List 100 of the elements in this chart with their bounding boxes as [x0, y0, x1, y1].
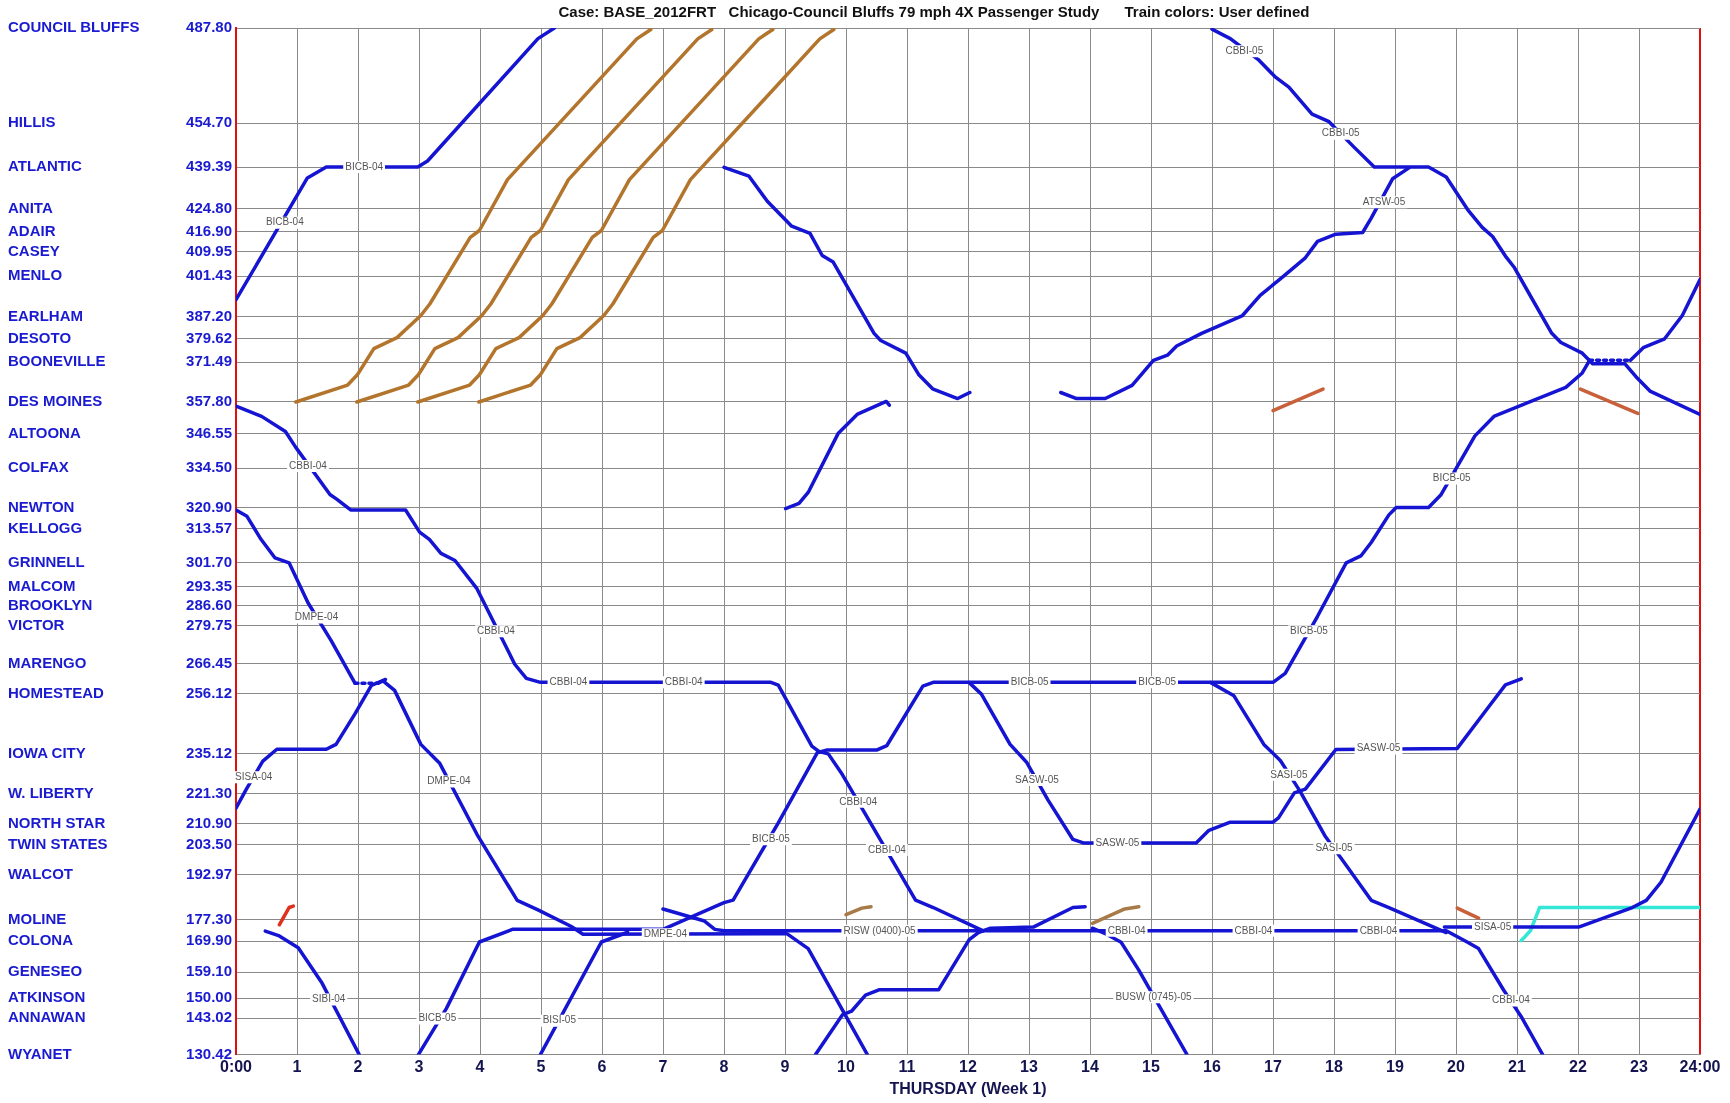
text: COUNCIL BLUFFS [8, 18, 140, 36]
annotation: BICB-05 [1138, 676, 1177, 688]
y-tick-label: 439.39 [186, 157, 232, 175]
text: COLONA [8, 931, 74, 949]
x-tick-label: 10 [837, 1057, 855, 1075]
annotation: BICB-05 [1010, 676, 1049, 688]
x-tick-label: 16 [1203, 1057, 1221, 1075]
y-tick-label: 203.50 [186, 834, 232, 852]
x-tick-label: 3 [414, 1057, 424, 1075]
x-tick-label: 18 [1325, 1057, 1343, 1075]
text: ANITA [8, 199, 53, 217]
y-tick-label: 313.57 [186, 518, 232, 536]
text: COLFAX [8, 458, 69, 476]
y-tick-label: 143.02 [186, 1008, 232, 1026]
text: NORTH STAR [8, 813, 106, 831]
y-tick-label: 210.90 [186, 813, 232, 831]
annotation: RISW (0400)-05 [843, 924, 917, 936]
y-tick-label: 159.10 [186, 962, 232, 980]
annotation: CBBI-04 [1107, 924, 1146, 936]
text: GRINNELL [8, 552, 85, 570]
annotation: SASW-05 [1015, 773, 1060, 785]
text: MENLO [8, 266, 63, 284]
x-tick-label: 21 [1508, 1057, 1526, 1075]
y-tick-label: 266.45 [186, 653, 232, 671]
y-tick-label: 177.30 [186, 910, 232, 928]
text: HOMESTEAD [8, 683, 104, 701]
x-tick-label: 6 [597, 1057, 607, 1075]
x-tick-label: 17 [1264, 1057, 1282, 1075]
text: BOONEVILLE [8, 352, 106, 370]
x-tick-label: 4 [475, 1057, 485, 1075]
y-tick-label: 286.60 [186, 596, 232, 614]
annotation: DMPE-04 [643, 928, 688, 939]
annotation: CBBI-04 [664, 676, 704, 688]
y-tick-label: 334.50 [186, 458, 232, 476]
annotation: BUSW (0745)-05 [1115, 990, 1192, 1002]
text: NEWTON [8, 497, 75, 515]
text: DES MOINES [8, 391, 103, 409]
y-tick-label: 221.30 [186, 783, 232, 801]
y-tick-label: 169.90 [186, 931, 232, 949]
annotation: SASW-05 [1356, 742, 1401, 754]
x-tick-label: 7 [658, 1057, 668, 1075]
text: VICTOR [8, 615, 65, 633]
y-tick-label: 192.97 [186, 865, 232, 883]
text: ATLANTIC [8, 157, 83, 175]
annotation: ATSW-05 [1362, 196, 1406, 208]
annotation: CBBI-05 [1225, 45, 1264, 57]
annotation: BICB-04 [345, 160, 384, 172]
annotation: BICB-05 [1432, 472, 1472, 484]
x-tick-label: 22 [1569, 1057, 1587, 1075]
text: GENESEO [8, 962, 83, 980]
y-tick-label: 256.12 [186, 683, 232, 701]
annotation: CBBI-04 [1234, 924, 1273, 936]
annotation: CBBI-04 [476, 624, 516, 636]
annotation: SIBI-04 [312, 993, 346, 1005]
text: W. LIBERTY [8, 783, 94, 801]
text: EARLHAM [8, 307, 83, 325]
y-tick-label: 379.62 [186, 328, 232, 346]
y-tick-label: 235.12 [186, 743, 232, 761]
text: MARENGO [8, 653, 87, 671]
text: ADAIR [8, 221, 56, 239]
text: MOLINE [8, 910, 67, 928]
y-tick-label: 279.75 [186, 615, 232, 633]
y-tick-label: 454.70 [186, 113, 232, 131]
x-axis-title: THURSDAY (Week 1) [889, 1079, 1047, 1097]
x-tick-label: 24:00 [1679, 1057, 1721, 1075]
y-tick-label: 320.90 [186, 497, 232, 515]
y-tick-label: 357.80 [186, 391, 232, 409]
text: IOWA CITY [8, 743, 86, 761]
annotation: BICB-05 [752, 832, 791, 844]
text: BROOKLYN [8, 596, 93, 614]
text: TWIN STATES [8, 834, 108, 852]
annotation: CBBI-04 [867, 843, 907, 855]
annotation: CBBI-04 [839, 795, 878, 807]
annotation: CBBI-04 [1492, 994, 1531, 1006]
y-tick-label: 424.80 [186, 199, 232, 217]
text: WALCOT [8, 865, 73, 883]
x-tick-label: 9 [780, 1057, 790, 1075]
x-tick-label: 13 [1020, 1057, 1038, 1075]
annotation: DMPE-04 [294, 611, 339, 623]
annotation: CBBI-05 [1321, 127, 1361, 139]
y-tick-label: 150.00 [186, 988, 232, 1006]
text: ALTOONA [8, 423, 81, 441]
text: WYANET [8, 1044, 72, 1062]
annotation: SISA-05 [1473, 920, 1512, 932]
x-tick-label: 5 [536, 1057, 546, 1075]
x-tick-label: 15 [1142, 1057, 1160, 1075]
y-tick-label: 487.80 [186, 18, 232, 36]
y-tick-label: 409.95 [186, 241, 232, 259]
annotation: CBBI-04 [549, 676, 588, 688]
y-tick-label: 301.70 [186, 552, 232, 570]
y-tick-label: 346.55 [186, 423, 232, 441]
y-tick-label: 387.20 [186, 307, 232, 325]
annotation: DMPE-04 [427, 775, 471, 787]
text: CASEY [8, 241, 60, 259]
text: DESOTO [8, 328, 72, 346]
y-tick-label: 401.43 [186, 266, 232, 284]
text: ATKINSON [8, 988, 86, 1006]
annotation: BICB-05 [1290, 624, 1329, 636]
x-tick-label: 1 [292, 1057, 302, 1075]
x-tick-label: 12 [959, 1057, 977, 1075]
